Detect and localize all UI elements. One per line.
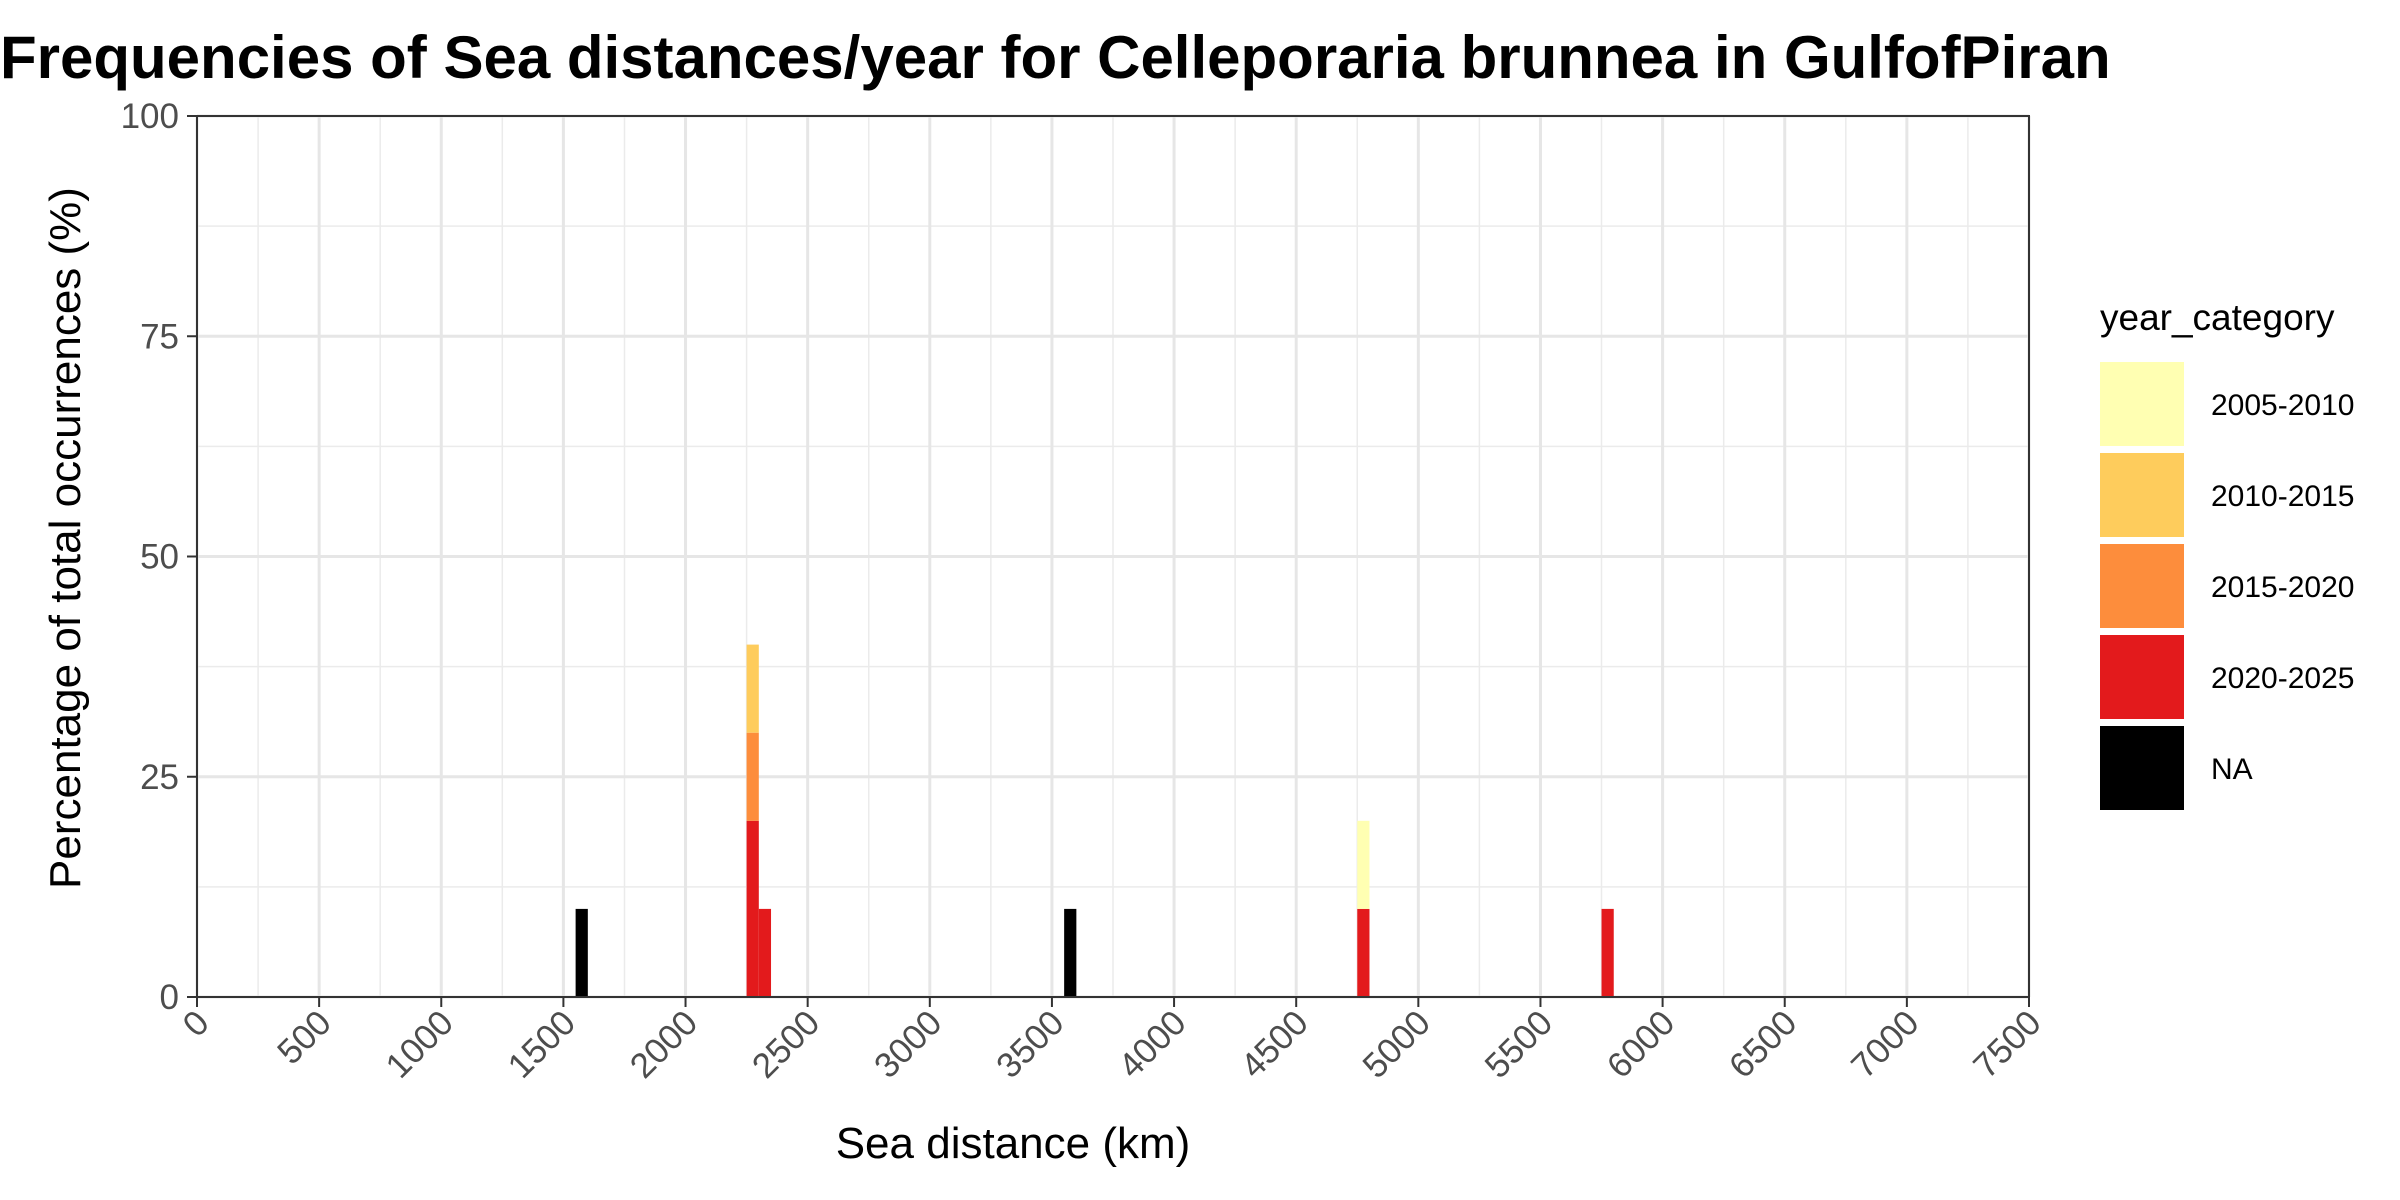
y-tick-label: 100: [121, 97, 179, 136]
legend-label: 2015-2020: [2211, 571, 2354, 604]
legend-key: [2100, 635, 2184, 719]
x-tick-label: 7000: [1844, 1003, 1927, 1086]
bars: [575, 644, 1614, 997]
legend-key: [2100, 726, 2184, 810]
x-tick-label: 3500: [989, 1003, 1072, 1086]
legend-key: [2100, 544, 2184, 628]
x-axis: 0 500 1000 1500 2000 2500 3000 3500 4000 4500 5000…: [175, 997, 2049, 1086]
bar: [575, 908, 588, 997]
bar: [1601, 908, 1614, 997]
legend-label: 2020-2025: [2211, 662, 2354, 695]
x-axis-title: Sea distance (km): [836, 1119, 1191, 1168]
y-axis-title: Percentage of total occurrences (%): [41, 187, 90, 889]
legend-label: NA: [2211, 753, 2253, 786]
x-tick-label: 0: [175, 1003, 216, 1044]
x-tick-label: 5000: [1355, 1003, 1438, 1086]
x-tick-label: 6500: [1722, 1003, 1805, 1086]
bar: [1357, 820, 1370, 909]
bar: [746, 820, 759, 997]
y-tick-label: 75: [140, 317, 179, 356]
bar: [746, 644, 759, 733]
y-tick-label: 25: [140, 758, 179, 797]
x-tick-label: 500: [270, 1003, 339, 1072]
bar: [1064, 908, 1077, 997]
bar: [746, 732, 759, 821]
x-tick-label: 2500: [745, 1003, 828, 1086]
y-tick-label: 0: [160, 978, 179, 1017]
x-tick-label: 5500: [1477, 1003, 1560, 1086]
legend-key: [2100, 362, 2184, 446]
chart-title: Frequencies of Sea distances/year for Ce…: [0, 24, 2111, 91]
plot-panel: [195, 114, 2031, 999]
y-tick-label: 50: [140, 538, 179, 577]
bar: [758, 908, 772, 997]
x-tick-label: 2000: [623, 1003, 706, 1086]
x-tick-label: 1000: [378, 1003, 461, 1086]
legend: year_category 2005-2010 2010-2015 2015-202…: [2100, 297, 2354, 810]
x-tick-label: 6000: [1600, 1003, 1683, 1086]
x-tick-label: 4000: [1111, 1003, 1194, 1086]
legend-key: [2100, 453, 2184, 537]
x-tick-label: 3000: [867, 1003, 950, 1086]
y-axis: 0 25 50 75 100: [121, 97, 197, 1017]
legend-title: year_category: [2100, 297, 2335, 338]
x-tick-label: 7500: [1966, 1003, 2049, 1086]
x-tick-label: 4500: [1233, 1003, 1316, 1086]
x-tick-label: 1500: [500, 1003, 583, 1086]
bar: [1357, 908, 1370, 997]
legend-label: 2010-2015: [2211, 480, 2354, 513]
legend-label: 2005-2010: [2211, 389, 2354, 422]
